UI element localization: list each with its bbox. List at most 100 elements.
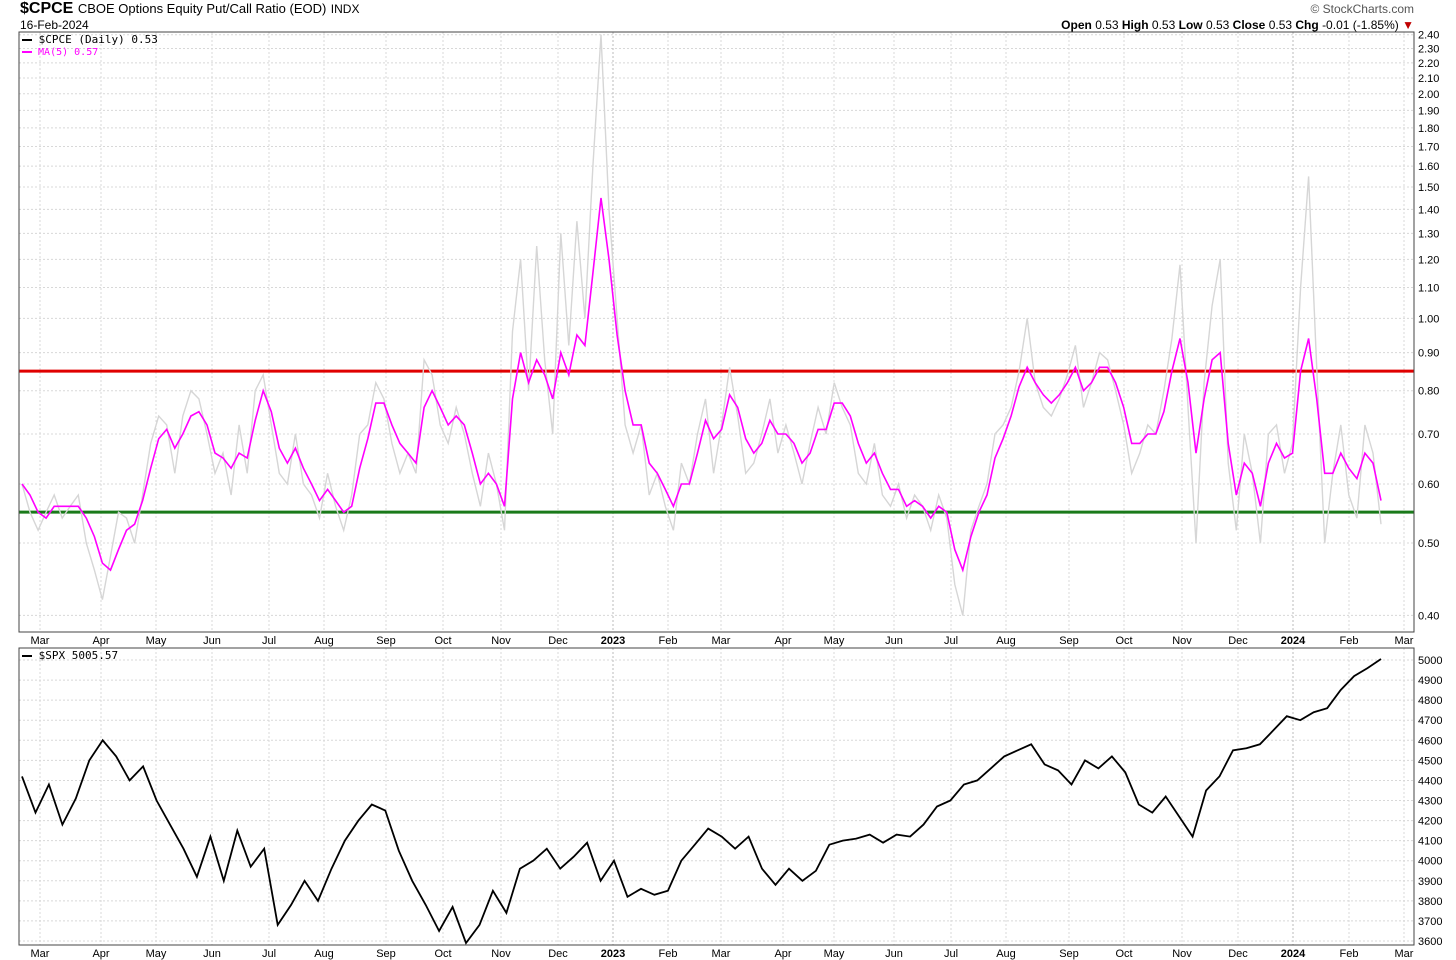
y-tick-label: 0.40	[1418, 610, 1439, 622]
x-tick-label: Oct	[434, 948, 451, 960]
y-tick-label: 2.10	[1418, 73, 1439, 85]
bottom-y-tick-labels: 3600 3700 3800 3900 4000 4100 4200 4300 4400 4500…	[1418, 655, 1442, 948]
y-tick-label: 4100	[1418, 836, 1442, 848]
x-tick-label: Dec	[1228, 635, 1248, 647]
y-tick-label: 4500	[1418, 755, 1442, 767]
x-tick-label: Apr	[774, 948, 791, 960]
x-tick-label: Sep	[1059, 635, 1079, 647]
high-label: High	[1121, 18, 1149, 32]
x-tick-label: Feb	[1340, 948, 1359, 960]
x-tick-label: Jun	[203, 635, 221, 647]
y-tick-label: 0.50	[1418, 538, 1439, 550]
x-tick-label: Aug	[996, 948, 1016, 960]
x-tick-label: Mar	[31, 635, 50, 647]
y-tick-label: 1.70	[1418, 141, 1439, 153]
x-tick-label: May	[146, 635, 167, 647]
y-tick-label: 1.30	[1418, 228, 1439, 240]
x-tick-label: Feb	[1340, 635, 1359, 647]
series-line-ma5	[21, 197, 1382, 573]
x-tick-label: Sep	[376, 948, 396, 960]
series-line-cpce-daily	[21, 34, 1382, 616]
x-tick-label: Feb	[659, 948, 678, 960]
exchange: INDX	[330, 2, 360, 16]
x-tick-label: Jun	[203, 948, 221, 960]
ohlc-readout: Open 0.53 High 0.53 Low 0.53 Close 0.53 …	[1061, 18, 1414, 32]
y-tick-label: 0.60	[1418, 479, 1439, 491]
legend-swatch-black	[22, 39, 32, 41]
x-tick-label: Apr	[92, 948, 109, 960]
bottom-legend-main-text: $SPX 5005.57	[38, 649, 119, 662]
y-tick-label: 1.50	[1418, 182, 1439, 194]
x-tick-label: Mar	[1395, 948, 1414, 960]
x-tick-label: Aug	[314, 948, 334, 960]
symbol-description: CBOE Options Equity Put/Call Ratio (EOD)	[77, 1, 327, 16]
top-panel: 0.40 0.50 0.60 0.70 0.80 0.90 1.00 1.10 1.20 1.30…	[18, 30, 1439, 647]
x-tick-label: Apr	[774, 635, 791, 647]
x-tick-label: Nov	[491, 635, 511, 647]
y-tick-label: 1.20	[1418, 254, 1439, 266]
bottom-legend-main: $SPX 5005.57	[22, 649, 118, 662]
y-tick-label: 0.90	[1418, 348, 1439, 360]
y-tick-label: 2.40	[1418, 30, 1439, 42]
x-tick-label: Sep	[376, 635, 396, 647]
y-tick-label: 2.20	[1418, 58, 1439, 70]
y-tick-label: 1.10	[1418, 283, 1439, 295]
y-tick-label: 2.30	[1418, 43, 1439, 55]
x-tick-label: May	[146, 948, 167, 960]
x-tick-label: Dec	[548, 635, 568, 647]
close-value: 0.53	[1268, 18, 1293, 32]
y-tick-label: 4400	[1418, 775, 1442, 787]
x-tick-label: May	[824, 948, 845, 960]
x-tick-label: Aug	[314, 635, 334, 647]
x-tick-label: 2024	[1281, 948, 1306, 960]
legend-swatch-black-spx	[22, 655, 32, 657]
x-tick-label: Nov	[491, 948, 511, 960]
open-value: 0.53	[1095, 18, 1119, 32]
y-tick-label: 1.40	[1418, 204, 1439, 216]
y-tick-label: 3900	[1418, 876, 1442, 888]
series-line-spx	[21, 658, 1382, 945]
x-tick-label: Jun	[885, 635, 903, 647]
x-tick-label: Mar	[31, 948, 50, 960]
x-tick-label: Jul	[944, 635, 958, 647]
top-threshold-lines	[19, 369, 1414, 514]
symbol: $CPCE	[20, 0, 74, 17]
bottom-panel: 3600 3700 3800 3900 4000 4100 4200 4300 4400 4500…	[18, 647, 1442, 960]
x-tick-label: Feb	[659, 635, 678, 647]
y-tick-label: 3800	[1418, 896, 1442, 908]
x-tick-label: Jul	[944, 948, 958, 960]
x-tick-label: Dec	[548, 948, 568, 960]
x-tick-label: Nov	[1172, 948, 1192, 960]
x-tick-label: Jun	[885, 948, 903, 960]
y-tick-label: 1.60	[1418, 161, 1439, 173]
y-tick-label: 5000	[1418, 655, 1442, 667]
top-legend-main-text: $CPCE (Daily) 0.53	[38, 33, 158, 46]
x-tick-label: Mar	[712, 635, 731, 647]
x-tick-label: Mar	[712, 948, 731, 960]
bottom-grid	[19, 648, 1414, 945]
y-tick-label: 3600	[1418, 936, 1442, 948]
top-legend-ma-text: MA(5) 0.57	[38, 47, 99, 58]
top-series	[21, 34, 1382, 616]
y-tick-label: 4200	[1418, 816, 1442, 828]
chg-value: -0.01 (-1.85%)	[1322, 18, 1399, 32]
x-tick-label: Nov	[1172, 635, 1192, 647]
y-tick-label: 0.70	[1418, 429, 1439, 441]
top-y-tick-labels: 0.40 0.50 0.60 0.70 0.80 0.90 1.00 1.10 1.20 1.30…	[1418, 30, 1439, 623]
y-tick-label: 4000	[1418, 856, 1442, 868]
chg-label: Chg	[1295, 18, 1319, 32]
down-arrow-icon: ▼	[1402, 18, 1414, 32]
bottom-panel-frame	[18, 647, 1415, 946]
x-tick-label: Jul	[262, 635, 276, 647]
x-tick-label: 2023	[601, 635, 625, 647]
y-tick-label: 4600	[1418, 735, 1442, 747]
x-tick-label: Aug	[996, 635, 1016, 647]
x-tick-label: Dec	[1228, 948, 1248, 960]
high-value: 0.53	[1151, 18, 1176, 32]
x-tick-label: 2023	[601, 948, 625, 960]
open-label: Open	[1061, 18, 1092, 32]
top-x-tick-labels: Mar Apr May Jun Jul Aug Sep Oct Nov Dec 2023 Feb Mar…	[31, 635, 1414, 647]
x-tick-label: Jul	[262, 948, 276, 960]
chart-date: 16-Feb-2024	[20, 18, 89, 32]
